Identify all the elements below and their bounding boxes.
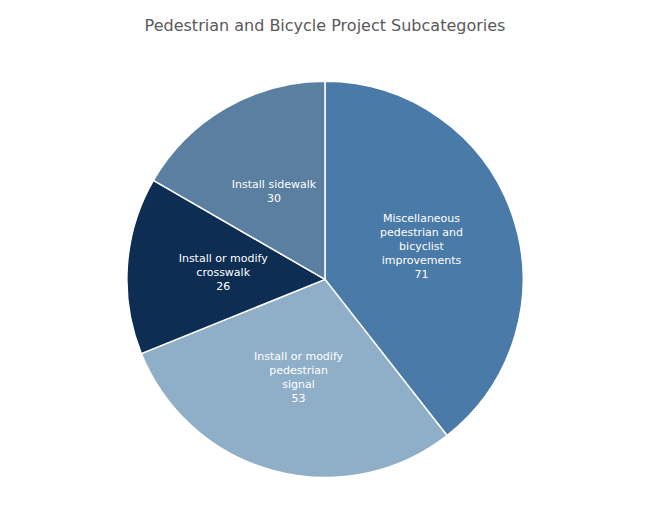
svg-text:71: 71 (414, 268, 428, 281)
svg-text:Install or modify: Install or modify (254, 350, 344, 363)
svg-text:pedestrian: pedestrian (269, 364, 328, 377)
svg-text:Install sidewalk: Install sidewalk (232, 178, 317, 191)
svg-text:signal: signal (282, 378, 315, 391)
svg-text:26: 26 (216, 280, 230, 293)
svg-text:Pedestrian and Bicycle Project: Pedestrian and Bicycle Project Subcatego… (145, 16, 506, 35)
svg-text:30: 30 (267, 192, 281, 205)
svg-text:Miscellaneous: Miscellaneous (383, 212, 460, 225)
svg-text:Install or modify: Install or modify (179, 252, 269, 265)
svg-text:pedestrian and: pedestrian and (380, 226, 463, 239)
svg-text:53: 53 (292, 392, 306, 405)
svg-text:crosswalk: crosswalk (196, 266, 250, 279)
svg-text:bicyclist: bicyclist (399, 240, 444, 253)
svg-text:improvements: improvements (382, 254, 462, 267)
